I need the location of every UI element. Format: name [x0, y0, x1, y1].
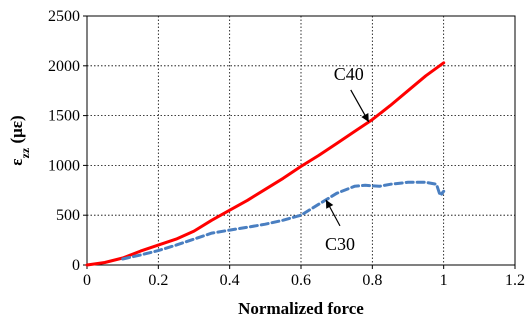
x-tick-label: 0.4 [220, 272, 240, 289]
y-tick-label: 2500 [48, 8, 80, 25]
x-tick-label: 1.2 [505, 272, 525, 289]
x-axis-ticks: 0 0.2 0.4 0.6 0.8 1 1.2 [83, 265, 525, 289]
x-tick-label: 0.2 [148, 272, 168, 289]
y-tick-label: 0 [72, 257, 80, 274]
annotation-label-c30: C30 [325, 234, 355, 254]
y-tick-label: 2000 [48, 58, 80, 75]
y-axis-unit: (με) [7, 115, 26, 147]
annotations: C40 C30 [325, 64, 370, 254]
y-axis-symbol: ε [7, 158, 26, 165]
x-tick-label: 0 [83, 272, 91, 289]
x-axis-title: Normalized force [238, 299, 364, 318]
y-axis-ticks: 0 500 1000 1500 2000 2500 [48, 8, 87, 274]
y-axis-title: εzz (με) [7, 115, 32, 165]
annotation-arrowhead-c30 [325, 199, 334, 209]
series-line-c40 [85, 61, 446, 267]
annotation-arrowhead-c40 [361, 113, 369, 122]
grid-lines [87, 16, 515, 265]
y-tick-label: 1500 [48, 108, 80, 125]
plot-area-frame [86, 15, 516, 266]
x-tick-label: 0.6 [291, 272, 311, 289]
y-axis-subscript: zz [18, 147, 32, 158]
x-tick-label: 1 [440, 272, 448, 289]
data-series [85, 61, 446, 267]
y-tick-label: 1000 [48, 157, 80, 174]
annotation-label-c40: C40 [334, 64, 364, 84]
y-tick-label: 500 [56, 207, 80, 224]
x-tick-label: 0.8 [362, 272, 382, 289]
series-line-c30 [121, 180, 446, 261]
